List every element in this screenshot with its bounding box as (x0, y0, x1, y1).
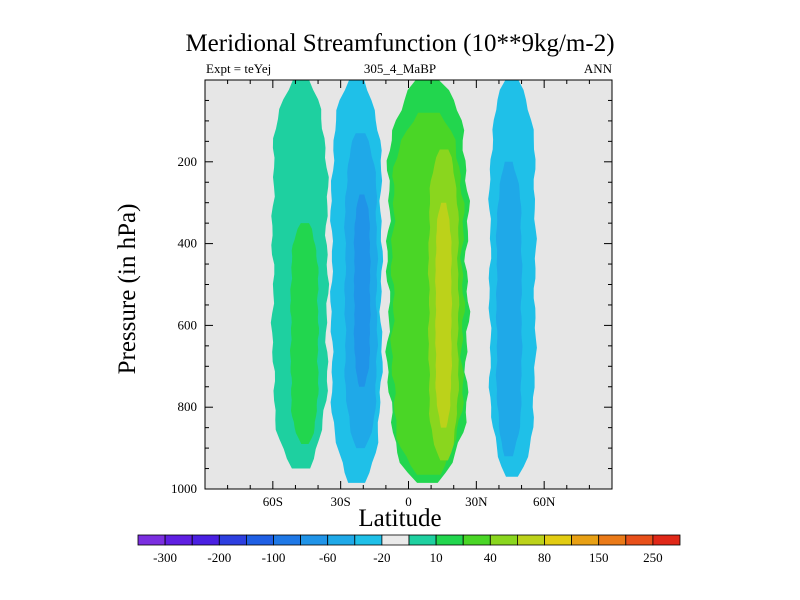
colorbar-swatch (381, 534, 410, 546)
colorbar-swatch (571, 534, 600, 546)
x-tick-label: 0 (405, 494, 412, 509)
y-tick-label: 600 (178, 317, 198, 332)
x-tick-label: 30N (465, 494, 488, 509)
contour-sh-ferrel-core (353, 194, 371, 387)
x-tick-label: 30S (331, 494, 351, 509)
colorbar-swatch (354, 534, 383, 546)
contour-sh-polar-cell-core (290, 223, 319, 444)
y-tick-label: 800 (178, 399, 198, 414)
colorbar-swatch (164, 534, 193, 546)
colorbar-label: -20 (373, 550, 390, 565)
colorbar-label: 40 (484, 550, 497, 565)
contour-nh-ferrel-core (495, 161, 523, 457)
colorbar-swatch (218, 534, 247, 546)
x-tick-label: 60S (263, 494, 283, 509)
colorbar-label: -300 (153, 550, 177, 565)
colorbar-label: 10 (430, 550, 443, 565)
colorbar-label: -200 (207, 550, 231, 565)
colorbar-swatch (435, 534, 464, 546)
y-tick-label: 1000 (171, 481, 197, 496)
colorbar-swatch (544, 534, 573, 546)
run-label: 305_4_MaBP (363, 61, 437, 76)
colorbar-swatch (327, 534, 356, 546)
colorbar-swatch (625, 534, 654, 546)
colorbar-label: 80 (538, 550, 551, 565)
colorbar-swatch (462, 534, 491, 546)
colorbar-swatch (517, 534, 545, 546)
colorbar-swatch (300, 534, 329, 546)
colorbar-swatch (408, 534, 437, 546)
colorbar-label: -60 (319, 550, 336, 565)
colorbar-swatch (273, 534, 302, 546)
colorbar-swatch (598, 534, 627, 546)
colorbar-label: -100 (262, 550, 286, 565)
x-tick-label: 60N (533, 494, 556, 509)
season-label: ANN (583, 61, 612, 76)
y-tick-label: 400 (178, 236, 198, 251)
experiment-label: Expt = teYej (206, 61, 272, 76)
x-axis-label: Latitude (358, 505, 442, 532)
chart-title: Meridional Streamfunction (10**9kg/m-2) (185, 30, 615, 57)
colorbar-swatch (191, 534, 220, 546)
colorbar-swatch (245, 534, 274, 546)
contour-tropical-cell-core (435, 202, 453, 428)
colorbar-label: 250 (643, 550, 663, 565)
colorbar-swatch (137, 534, 166, 546)
colorbar-swatch (652, 534, 681, 546)
colorbar-label: 150 (589, 550, 609, 565)
y-tick-label: 200 (178, 154, 198, 169)
colorbar-swatch (489, 534, 518, 546)
